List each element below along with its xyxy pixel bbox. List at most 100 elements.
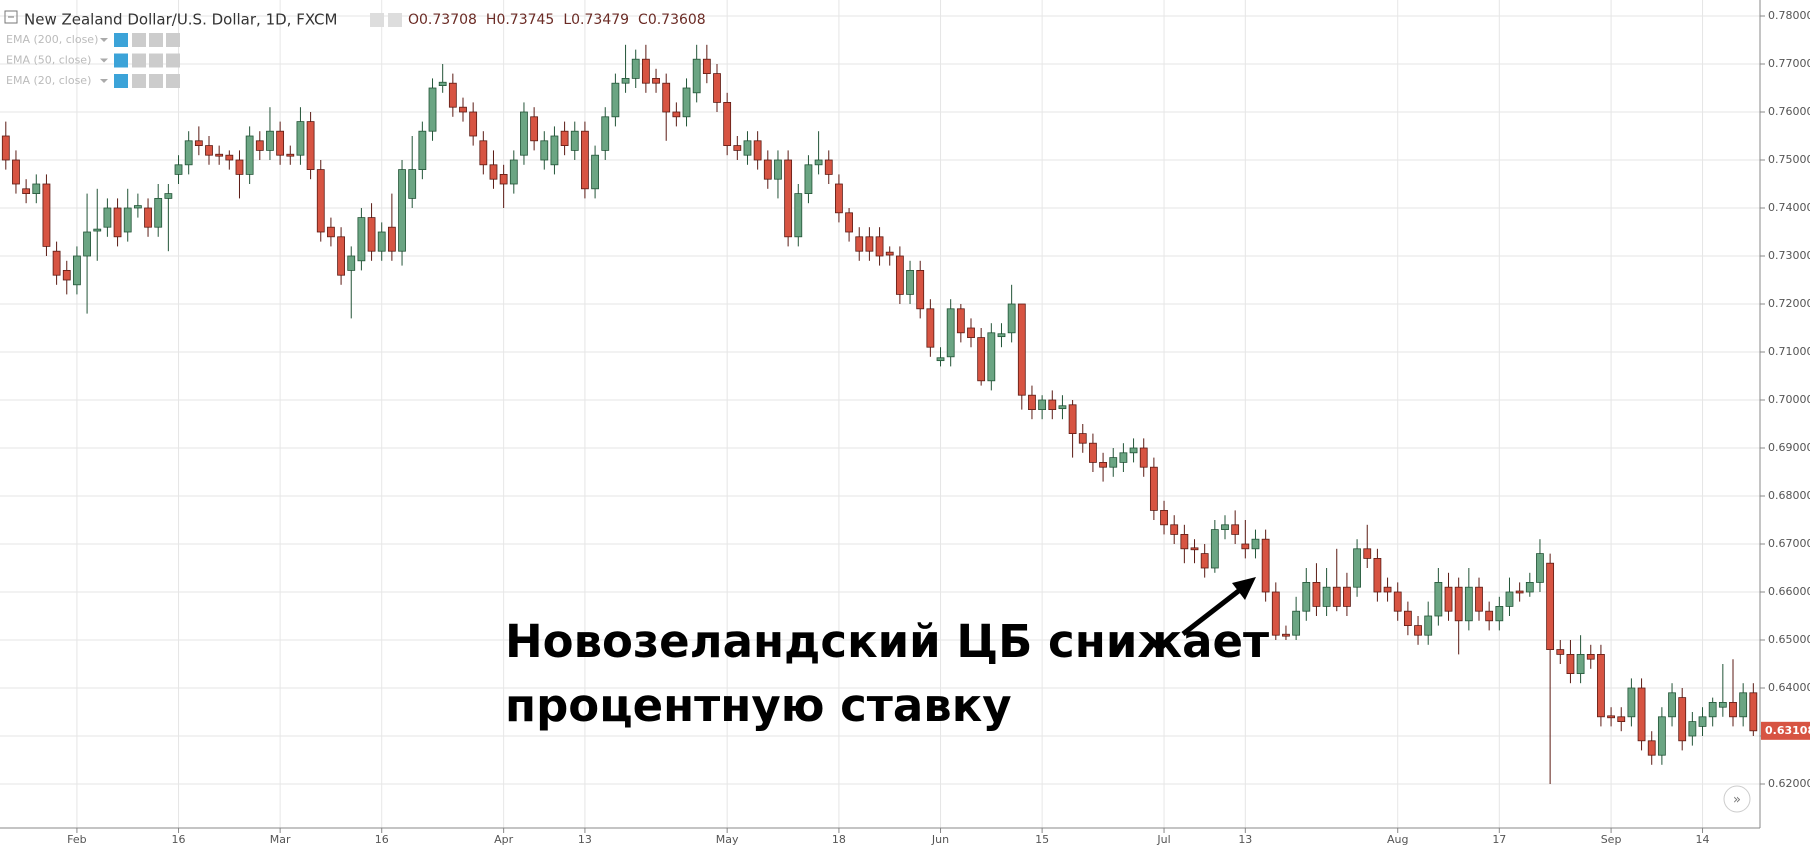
- candle-body: [12, 159, 20, 185]
- candle-body: [387, 226, 396, 252]
- candle-body: [103, 207, 112, 228]
- candle-body: [1749, 692, 1758, 732]
- candle-body: [1271, 591, 1280, 636]
- annotation-arrow: [1181, 584, 1247, 636]
- x-tick-label: 13: [1238, 833, 1252, 846]
- candle-body: [784, 159, 793, 238]
- candle-body: [123, 207, 132, 233]
- indicator-settings[interactable]: [132, 33, 146, 47]
- visibility-icon[interactable]: [388, 13, 402, 27]
- candle-body: [723, 102, 732, 147]
- candle-body: [1597, 654, 1605, 718]
- settings-icon[interactable]: [370, 13, 384, 27]
- candle-body: [916, 269, 925, 310]
- ohlc-value: O0.73708: [408, 12, 477, 28]
- indicator-menu: [100, 38, 108, 42]
- candle-body: [1688, 721, 1697, 737]
- candle-body: [398, 169, 406, 252]
- candle-body: [621, 78, 630, 84]
- candle-body: [1414, 625, 1422, 636]
- x-tick-label: Feb: [67, 833, 86, 846]
- candle-body: [1332, 586, 1341, 607]
- candle-body: [936, 357, 945, 362]
- candle-body: [1617, 716, 1626, 722]
- candle-body: [652, 78, 660, 84]
- indicator-add[interactable]: [149, 33, 163, 47]
- candle-body: [987, 332, 996, 382]
- x-tick-label: Mar: [270, 833, 291, 846]
- x-tick-label: Jun: [931, 833, 949, 846]
- indicator-close[interactable]: [166, 74, 180, 88]
- last-price-label: 0.63108: [1765, 724, 1810, 737]
- candle-body: [1383, 586, 1392, 593]
- candle-body: [469, 111, 478, 137]
- candle-body: [1393, 591, 1402, 612]
- candle-body: [611, 82, 620, 118]
- candle-body: [1536, 553, 1544, 583]
- indicator-close[interactable]: [166, 53, 180, 68]
- candle-body: [1099, 461, 1107, 468]
- candle-body: [1657, 716, 1666, 756]
- candle-body: [1637, 687, 1646, 742]
- candle-body: [1627, 687, 1636, 718]
- candle-body: [733, 145, 742, 151]
- candle-body: [1708, 702, 1717, 718]
- candle-body: [377, 231, 386, 252]
- candle-body: [1302, 582, 1311, 612]
- indicator-add[interactable]: [149, 53, 163, 68]
- scroll-icon: »: [1733, 793, 1741, 808]
- candle-body: [408, 169, 417, 199]
- candle-body: [1292, 610, 1301, 636]
- candle-body: [73, 255, 81, 286]
- indicator-eye[interactable]: [114, 74, 128, 88]
- candle-body: [1190, 547, 1199, 551]
- candle-body: [865, 236, 874, 252]
- candle-body: [631, 58, 640, 79]
- candle-body: [205, 145, 213, 156]
- indicator-eye[interactable]: [114, 33, 128, 47]
- candle-body: [1221, 524, 1229, 530]
- candle-body: [946, 308, 955, 358]
- indicator-settings[interactable]: [132, 74, 146, 88]
- indicator-label: EMA (50, close): [6, 54, 91, 67]
- candle-body: [1403, 610, 1412, 627]
- indicator-menu: [100, 79, 108, 83]
- collapse-icon[interactable]: [4, 10, 18, 24]
- candle-body: [489, 164, 498, 180]
- y-tick-label: 0.72000: [1768, 297, 1810, 310]
- candle-body: [22, 188, 31, 195]
- candle-body: [52, 250, 61, 276]
- x-tick-label: Aug: [1387, 833, 1408, 846]
- ohlc-value: H0.73745: [486, 12, 554, 28]
- candle-body: [1038, 399, 1047, 410]
- candle-body: [1424, 615, 1433, 636]
- candle-body: [794, 193, 803, 238]
- candle-body: [1434, 582, 1443, 617]
- indicator-add[interactable]: [149, 74, 163, 88]
- x-tick-label: 17: [1492, 833, 1506, 846]
- candle-body: [875, 236, 884, 257]
- candle-body: [1312, 582, 1321, 607]
- candle-body: [327, 226, 335, 238]
- scroll-button[interactable]: [1723, 785, 1751, 813]
- candle-body: [1200, 553, 1209, 569]
- candle-body: [144, 207, 152, 228]
- candle-body: [459, 106, 467, 113]
- y-tick-label: 0.78000: [1768, 9, 1810, 22]
- candle-body: [1739, 692, 1748, 718]
- y-tick-label: 0.62000: [1768, 777, 1810, 790]
- indicator-close[interactable]: [166, 33, 180, 47]
- indicator-eye[interactable]: [114, 53, 128, 68]
- candle-body: [1058, 405, 1067, 410]
- candle-body: [581, 130, 589, 190]
- candle-body: [1546, 562, 1555, 651]
- candle-body: [1007, 303, 1016, 334]
- candle-body: [367, 217, 376, 252]
- candle-body: [1119, 452, 1128, 463]
- candle-body: [266, 130, 274, 151]
- y-tick-label: 0.70000: [1768, 393, 1810, 406]
- candle-body: [1566, 654, 1575, 675]
- candle-body: [702, 58, 711, 75]
- indicator-settings[interactable]: [132, 53, 146, 68]
- candle-body: [154, 197, 163, 228]
